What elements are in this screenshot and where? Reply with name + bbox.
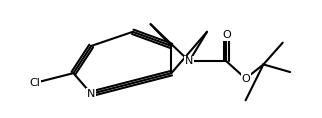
Text: N: N xyxy=(185,56,194,66)
Text: N: N xyxy=(87,89,95,99)
Text: O: O xyxy=(241,74,250,84)
Text: Cl: Cl xyxy=(29,78,40,88)
Text: O: O xyxy=(222,30,231,40)
